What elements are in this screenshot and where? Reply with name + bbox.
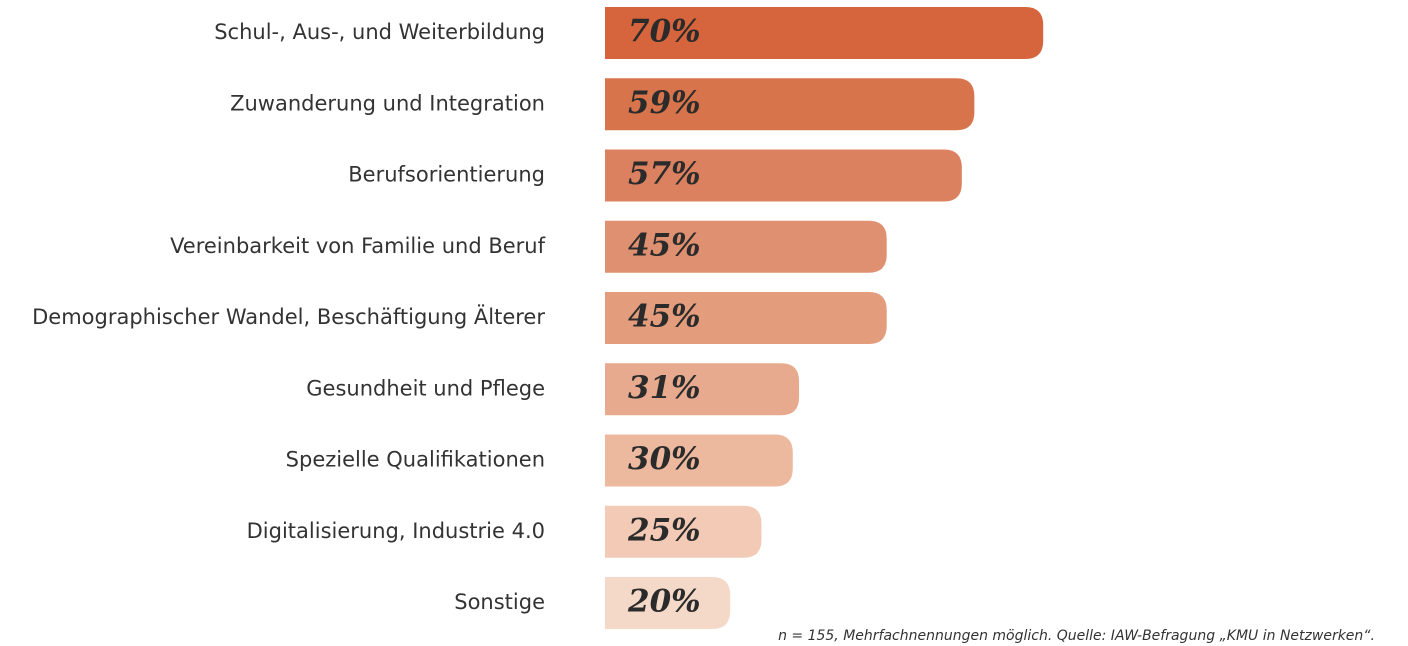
value-label: 30% [628,441,701,477]
bar [605,505,762,558]
value-label: 70% [628,14,701,50]
category-label: Demographischer Wandel, Beschäftigung Äl… [32,304,545,329]
bar [605,149,962,202]
bar [605,577,731,629]
bar [605,434,793,487]
category-label: Digitalisierung, Industrie 4.0 [247,519,545,543]
category-label: Zuwanderung und Integration [230,91,545,115]
value-label: 25% [627,512,701,548]
value-label: 20% [627,584,701,620]
category-label: Schul-, Aus-, und Weiterbildung [214,20,545,44]
bar [605,7,1044,59]
category-label: Sonstige [454,590,545,614]
value-label: 59% [628,85,701,121]
value-label: 45% [628,227,701,263]
value-label: 57% [628,156,701,192]
footnote: n = 155, Mehrfachnennungen möglich. Quel… [778,628,1375,644]
category-label: Gesundheit und Pflege [306,376,545,400]
category-label: Vereinbarkeit von Familie und Beruf [170,234,546,258]
bar [605,292,887,344]
bar [605,220,887,273]
category-label: Spezielle Qualifikationen [286,448,545,472]
category-label: Berufsorientierung [348,163,545,187]
value-label: 31% [628,370,701,406]
bar [605,78,975,131]
bar [605,363,800,416]
value-label: 45% [628,299,701,335]
